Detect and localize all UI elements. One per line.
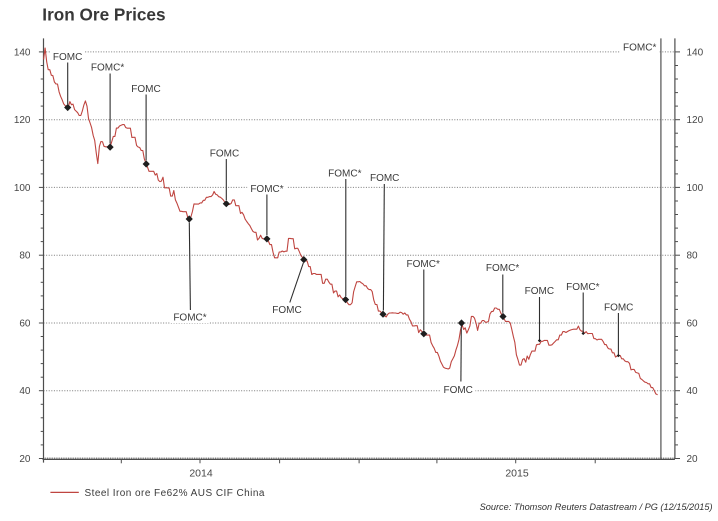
svg-text:FOMC: FOMC [604, 303, 633, 314]
svg-text:FOMC: FOMC [443, 385, 472, 396]
svg-text:20: 20 [687, 454, 699, 465]
svg-text:80: 80 [687, 251, 699, 262]
svg-text:FOMC: FOMC [525, 286, 554, 297]
svg-text:FOMC*: FOMC* [328, 168, 361, 179]
svg-text:FOMC: FOMC [272, 305, 301, 316]
svg-text:120: 120 [14, 115, 31, 126]
svg-text:100: 100 [14, 183, 31, 194]
svg-text:FOMC*: FOMC* [566, 282, 599, 293]
svg-text:FOMC*: FOMC* [486, 263, 519, 274]
svg-text:20: 20 [19, 454, 31, 465]
svg-text:40: 40 [687, 386, 699, 397]
svg-text:FOMC: FOMC [370, 173, 399, 184]
svg-text:FOMC*: FOMC* [250, 184, 283, 195]
svg-text:FOMC: FOMC [210, 148, 239, 159]
svg-text:140: 140 [14, 47, 31, 58]
svg-text:80: 80 [19, 251, 31, 262]
svg-text:FOMC*: FOMC* [91, 63, 124, 74]
svg-text:FOMC: FOMC [53, 52, 82, 63]
svg-text:FOMC: FOMC [131, 84, 160, 95]
svg-text:120: 120 [687, 115, 704, 126]
svg-text:Iron Ore Prices: Iron Ore Prices [42, 4, 165, 24]
svg-text:60: 60 [19, 319, 31, 330]
svg-text:FOMC*: FOMC* [623, 42, 656, 53]
svg-text:140: 140 [687, 47, 704, 58]
svg-text:100: 100 [687, 183, 704, 194]
svg-text:2015: 2015 [505, 467, 529, 479]
svg-text:Steel Iron ore Fe62% AUS CIF C: Steel Iron ore Fe62% AUS CIF China [85, 488, 265, 499]
svg-text:2014: 2014 [189, 467, 213, 479]
svg-text:FOMC*: FOMC* [173, 312, 206, 323]
svg-text:60: 60 [687, 319, 699, 330]
svg-text:FOMC*: FOMC* [407, 259, 440, 270]
svg-text:40: 40 [19, 386, 31, 397]
svg-text:Source: Thomson Reuters Datast: Source: Thomson Reuters Datastream / PG … [480, 502, 713, 512]
